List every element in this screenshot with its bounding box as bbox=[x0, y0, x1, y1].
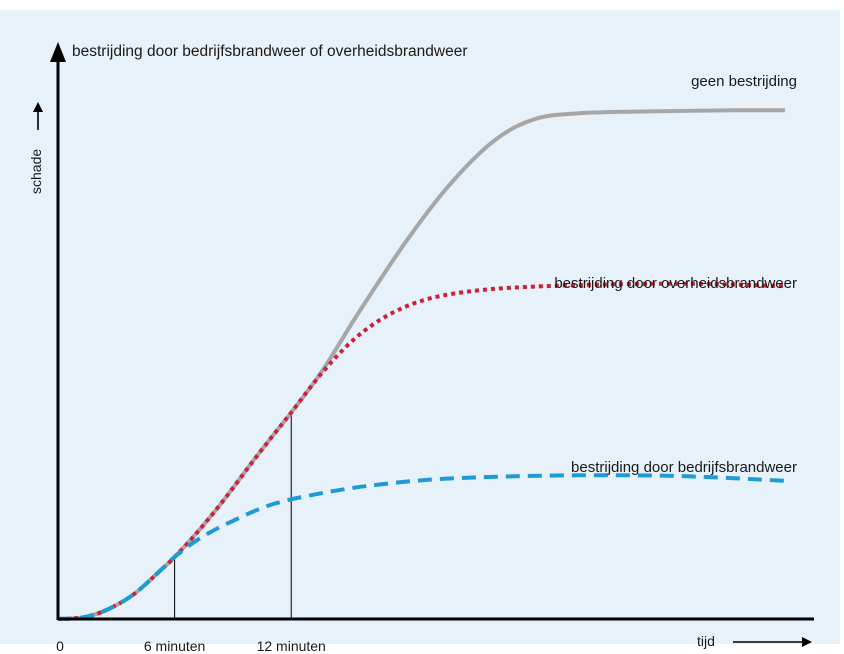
series-layer bbox=[57, 108, 785, 621]
x-tick-label: 0 bbox=[56, 638, 64, 654]
y-axis-arrowhead bbox=[50, 42, 66, 62]
chart-title: bestrijding door bedrijfsbrandweer of ov… bbox=[72, 43, 467, 60]
series-label: bestrijding door overheidsbrandweer bbox=[554, 275, 797, 292]
plot-background bbox=[0, 10, 840, 644]
y-axis-label: schade bbox=[28, 149, 44, 194]
series-bestrijding-door-bedrijfsbrandweer bbox=[57, 473, 785, 621]
series-labels: geen bestrijding bestrijding door overhei… bbox=[554, 73, 797, 476]
x-axis-label: tijd bbox=[697, 633, 715, 649]
x-tick-labels: 0 6 minuten 12 minuten bbox=[56, 638, 326, 654]
x-tick-label: 12 minuten bbox=[257, 638, 326, 654]
reference-lines bbox=[174, 412, 292, 619]
x-tick-label: 6 minuten bbox=[144, 638, 205, 654]
series-label: geen bestrijding bbox=[691, 73, 797, 90]
series-label: bestrijding door bedrijfsbrandweer bbox=[571, 459, 797, 476]
